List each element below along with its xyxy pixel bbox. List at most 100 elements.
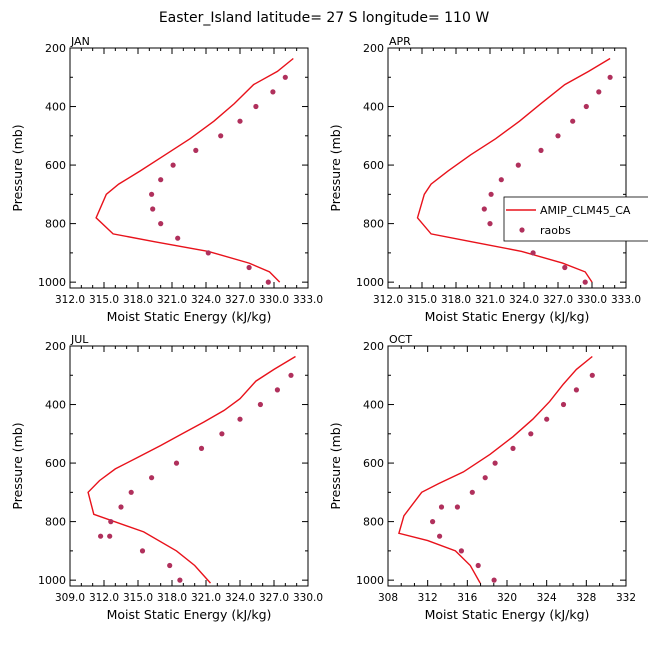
y-tick-label-jan: 1000 [38,276,66,289]
x-tick-label-oct: 332 [616,592,636,604]
x-tick-label-jan: 324.0 [191,294,221,306]
obs-point-oct [454,504,460,510]
y-tick-label-jul: 800 [45,516,66,529]
obs-point-jan [253,103,259,110]
legend-obs-label: raobs [540,224,571,237]
model-line-jan [95,57,294,283]
x-tick-label-oct: 308 [378,592,398,604]
x-axis-label-jul: Moist Static Energy (kJ/kg) [107,607,272,622]
obs-point-jul [288,372,294,378]
x-tick-label-jan: 333.0 [293,294,323,306]
x-axis-label-jan: Moist Static Energy (kJ/kg) [107,309,272,324]
y-tick-label-jan: 200 [45,42,66,55]
obs-point-jan [158,221,164,227]
plot-frame-jan [69,47,309,289]
panel-jul: JUL 309.0 312.0 315.0 318.0 321.0 324.0 327.0 33… [10,333,323,622]
y-tick-label-jul: 1000 [38,574,66,587]
obs-point-jul [219,431,225,437]
obs-point-oct [438,504,445,510]
x-tick-label-apr: 333.0 [611,294,641,306]
obs-point-jul [139,548,146,554]
obs-point-jan [205,250,211,256]
y-axis-label-oct: Pressure (mb) [328,422,343,509]
y-axis-label-jul: Pressure (mb) [10,422,25,509]
obs-point-oct [458,548,464,554]
y-tick-label-oct: 1000 [356,574,384,587]
model-line-apr [416,57,611,283]
y-axis-label-apr: Pressure (mb) [328,124,343,211]
panel-oct: OCT 308 312 316 320 324 328 332 200 400 600 800 1000… [328,333,636,622]
obs-point-oct [469,489,475,495]
y-tick-label-jan: 400 [45,101,66,114]
y-tick-label-apr: 1000 [356,276,384,289]
obs-point-jan [246,264,252,271]
obs-point-apr [515,162,521,168]
y-tick-label-apr: 800 [363,218,384,231]
x-tick-label-jul: 321.0 [191,592,221,604]
obs-point-jul [198,445,205,451]
obs-point-apr [488,191,494,197]
obs-point-jan [150,206,156,212]
model-line-jul [87,355,296,584]
x-tick-label-jan: 327.0 [225,294,255,306]
obs-point-jan [170,162,176,168]
y-tick-label-apr: 400 [363,101,384,114]
x-tick-label-oct: 316 [457,592,477,604]
obs-point-oct [430,519,436,525]
obs-point-oct [560,401,567,408]
x-tick-label-apr: 321.0 [475,294,505,306]
obs-point-oct [475,562,481,569]
x-tick-label-jan: 321.0 [157,294,187,306]
obs-point-apr [498,177,504,183]
obs-point-apr [530,250,536,256]
obs-point-apr [607,74,613,80]
y-tick-label-jan: 600 [45,159,66,172]
obs-point-oct [482,475,488,481]
x-tick-label-apr: 312.0 [373,294,403,306]
obs-point-apr [570,118,576,124]
obs-point-jul [108,519,114,525]
obs-point-jul [98,533,104,539]
x-tick-label-jan: 312.0 [55,294,85,306]
plot-frame-oct [387,345,627,587]
obs-point-apr [555,133,561,139]
obs-point-apr [487,221,493,227]
panel-label-jan: JAN [70,35,90,48]
legend-model-label: AMIP_CLM45_CA [540,204,631,217]
x-tick-label-apr: 315.0 [407,294,437,306]
y-axis-label-jan: Pressure (mb) [10,124,25,211]
obs-point-jul [118,504,124,510]
y-tick-label-oct: 400 [363,399,384,412]
x-axis-label-apr: Moist Static Energy (kJ/kg) [425,309,590,324]
x-tick-label-jul: 312.0 [89,592,119,604]
obs-point-apr [583,103,589,110]
y-tick-label-oct: 200 [363,340,384,353]
obs-point-oct [589,372,595,378]
plot-frame-apr [387,47,627,289]
obs-point-oct [573,387,580,393]
x-tick-label-oct: 324 [537,592,557,604]
obs-point-jan [149,191,155,197]
obs-point-oct [528,431,534,437]
obs-point-jul [167,562,173,569]
obs-point-jul [128,489,134,495]
obs-point-apr [596,89,602,95]
x-tick-label-jul: 327.0 [259,592,289,604]
x-tick-label-oct: 312 [418,592,438,604]
obs-point-jul [173,460,180,466]
obs-point-apr [582,279,588,285]
x-axis-label-oct: Moist Static Energy (kJ/kg) [425,607,590,622]
y-tick-label-jul: 600 [45,457,66,470]
x-tick-label-apr: 324.0 [509,294,539,306]
obs-point-apr [481,206,487,212]
legend-box [503,196,648,242]
x-tick-label-jul: 324.0 [225,592,255,604]
obs-point-jan [218,133,224,139]
obs-point-jan [282,74,288,80]
y-tick-label-apr: 600 [363,159,384,172]
obs-point-jan [193,147,199,153]
x-tick-label-oct: 320 [497,592,517,604]
obs-point-jan [175,235,181,241]
x-tick-label-apr: 327.0 [543,294,573,306]
